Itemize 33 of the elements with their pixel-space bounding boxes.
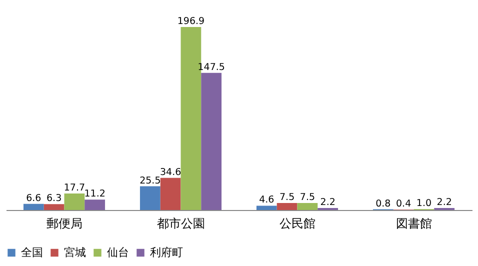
data-label: 4.6: [259, 194, 274, 206]
data-label: 11.2: [84, 188, 106, 200]
legend-label: 全国: [21, 246, 43, 259]
x-tick-label: 公民館: [279, 216, 316, 230]
bar: [201, 72, 222, 210]
legend-label: 仙台: [107, 246, 129, 259]
legend-label: 利府町: [150, 246, 183, 259]
data-label: 6.6: [26, 192, 42, 204]
x-tick-label: 図書館: [396, 216, 432, 230]
bar: [276, 203, 298, 210]
x-tick-label: 郵便局: [46, 216, 82, 230]
data-label: 7.5: [300, 192, 315, 204]
data-label: 2.2: [436, 196, 452, 208]
data-label: 25.5: [140, 175, 161, 186]
bar: [297, 203, 318, 210]
bar: [44, 204, 64, 210]
data-label: 0.8: [376, 198, 391, 210]
data-label: 34.6: [160, 166, 182, 178]
bar: [84, 200, 106, 210]
data-label: 0.4: [396, 198, 412, 210]
bar: [64, 194, 85, 210]
data-label: 6.3: [46, 193, 62, 204]
bar: [23, 204, 44, 210]
data-label: 1.0: [416, 198, 432, 210]
data-label: 7.5: [280, 192, 295, 204]
x-tick-label: 都市公園: [156, 216, 205, 230]
bar: [160, 178, 181, 210]
bar: [140, 186, 160, 210]
data-label: 196.9: [177, 16, 205, 27]
data-label: 17.7: [64, 182, 86, 194]
legend-label: 宮城: [64, 246, 86, 259]
bar: [256, 206, 277, 210]
data-label: 2.2: [320, 196, 336, 208]
